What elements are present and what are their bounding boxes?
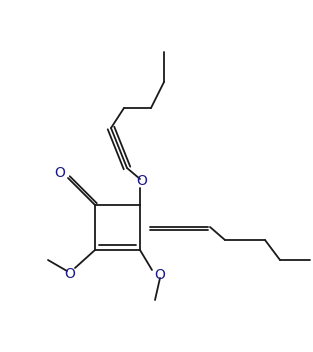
Text: O: O [54, 166, 65, 180]
Text: O: O [155, 268, 166, 282]
Text: O: O [64, 267, 75, 281]
Text: O: O [136, 174, 147, 188]
